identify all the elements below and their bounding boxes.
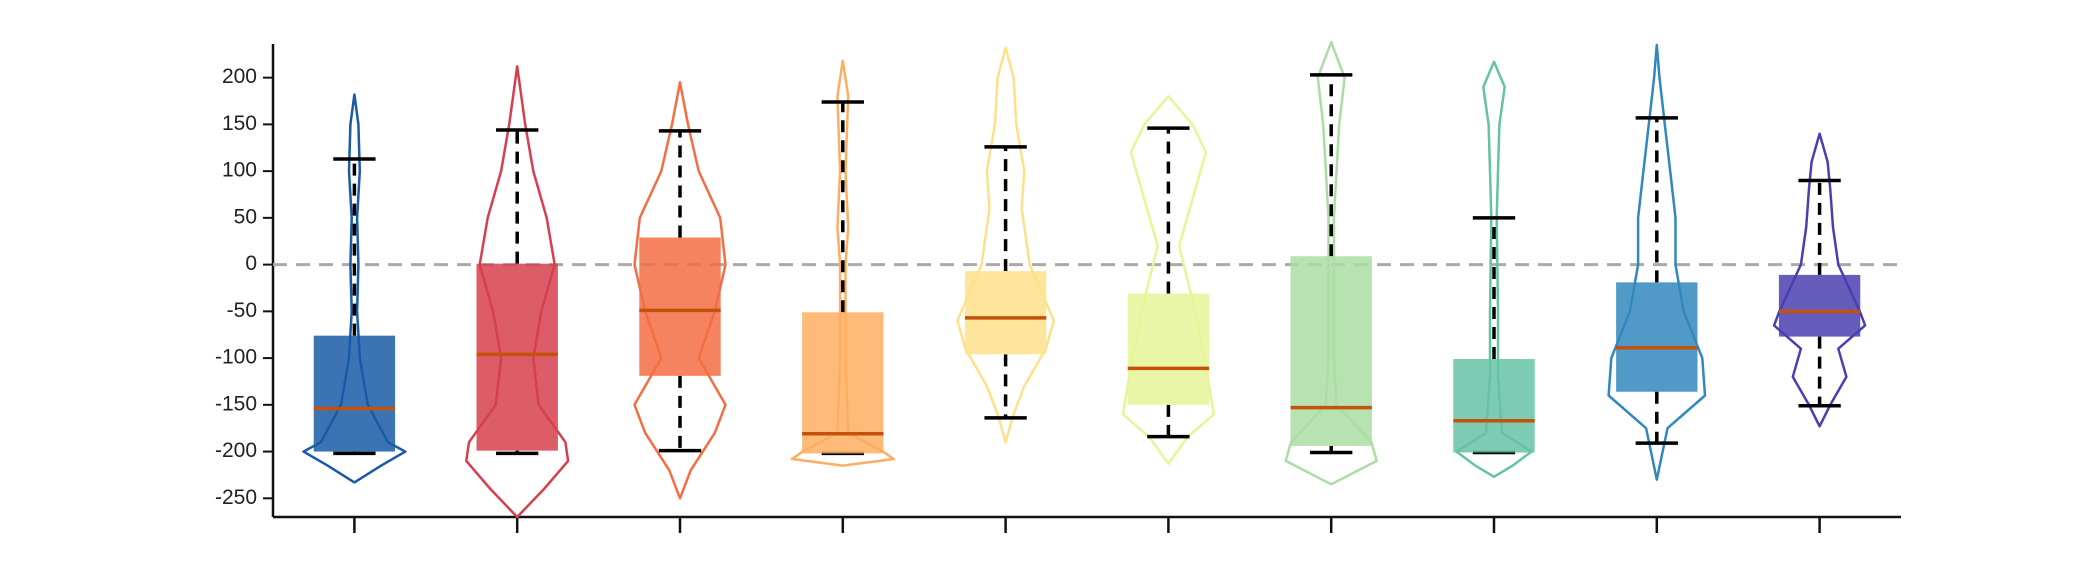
y-tick-label: -100 [215, 346, 257, 369]
violin [956, 46, 1056, 444]
violin [1121, 95, 1216, 465]
box [1453, 359, 1535, 453]
violin [1607, 43, 1707, 481]
y-tick-label: 50 [234, 205, 257, 228]
y-tick-label: -250 [215, 486, 257, 509]
violin [790, 59, 895, 467]
y-tick-label: 100 [222, 159, 257, 182]
violin [1284, 40, 1378, 486]
y-tick-label: 200 [222, 65, 257, 88]
y-tick-label: -200 [215, 439, 257, 462]
violin [633, 81, 727, 500]
box [1616, 282, 1698, 392]
box [1127, 293, 1210, 405]
y-tick-label: -150 [215, 392, 257, 415]
violin [302, 93, 407, 484]
y-tick-label: 150 [222, 112, 257, 135]
violin [1455, 60, 1533, 479]
violin [465, 65, 570, 519]
box [964, 271, 1047, 355]
y-tick-label: -50 [227, 299, 257, 322]
box [639, 237, 721, 376]
box [476, 263, 558, 451]
box [313, 335, 396, 452]
box [802, 312, 884, 454]
y-tick-label: 0 [245, 252, 257, 275]
box [1778, 274, 1861, 337]
violin [1772, 132, 1867, 428]
box [1290, 256, 1372, 446]
